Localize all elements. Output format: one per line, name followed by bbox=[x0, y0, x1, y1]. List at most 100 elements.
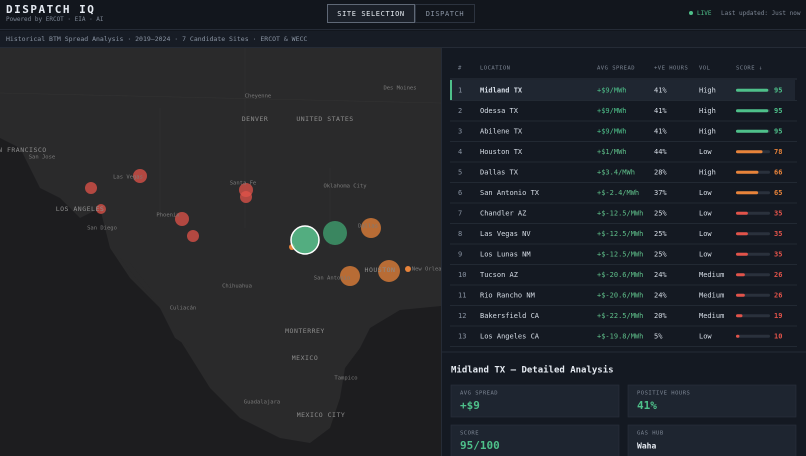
detail-title: Midland TX — Detailed Analysis bbox=[451, 365, 614, 376]
map-label: Dallas bbox=[358, 224, 378, 230]
score-value: 35 bbox=[774, 230, 782, 238]
cell-hours: 41% bbox=[654, 86, 667, 94]
cell-hours: 28% bbox=[654, 168, 667, 176]
cell-hours: 41% bbox=[654, 127, 667, 135]
site-marker[interactable] bbox=[340, 266, 360, 286]
score-bar bbox=[736, 273, 745, 277]
map-label: MEXICO bbox=[292, 354, 318, 362]
score-value: 35 bbox=[774, 209, 782, 217]
site-marker[interactable] bbox=[85, 182, 97, 194]
cell-vol: Low bbox=[699, 148, 712, 156]
score-value: 35 bbox=[774, 250, 782, 258]
cell-spread: +$-12.5/MWh bbox=[597, 230, 643, 238]
map-label: UNITED STATES bbox=[296, 115, 353, 123]
cell-hours: 5% bbox=[654, 332, 663, 340]
map-label: San Diego bbox=[87, 226, 117, 232]
score-bar bbox=[736, 211, 748, 215]
cell-hours: 25% bbox=[654, 250, 667, 258]
cell-rank: 6 bbox=[458, 189, 462, 197]
cell-location: Houston TX bbox=[480, 148, 523, 156]
map-label: LOS ANGELES bbox=[56, 205, 105, 213]
map-label: Guadalajara bbox=[244, 400, 280, 406]
map-label: DENVER bbox=[242, 115, 268, 123]
map-label: San Jose bbox=[29, 155, 56, 161]
cell-spread: +$9/MWh bbox=[597, 107, 627, 115]
cell-hours: 44% bbox=[654, 148, 667, 156]
cell-vol: High bbox=[699, 107, 716, 115]
site-marker[interactable] bbox=[378, 260, 400, 282]
column-header: SCORE ↓ bbox=[736, 66, 763, 72]
selected-indicator bbox=[450, 80, 452, 101]
cell-location: Abilene TX bbox=[480, 127, 523, 135]
score-value: 26 bbox=[774, 271, 782, 279]
site-marker[interactable] bbox=[323, 221, 347, 245]
site-marker-selected[interactable] bbox=[290, 225, 320, 255]
site-markers bbox=[85, 169, 411, 286]
score-bar bbox=[736, 88, 769, 92]
cell-vol: Medium bbox=[699, 291, 724, 299]
card-label: GAS HUB bbox=[637, 431, 664, 437]
cell-location: Dallas TX bbox=[480, 168, 519, 176]
ocean bbox=[0, 138, 441, 456]
cell-rank: 3 bbox=[458, 127, 462, 135]
map-label: Chihuahua bbox=[222, 284, 252, 290]
map-label: New Orleans bbox=[412, 267, 441, 273]
map-label: Cheyenne bbox=[245, 94, 272, 100]
cell-spread: +$-20.6/MWh bbox=[597, 271, 643, 279]
cell-location: Tucson AZ bbox=[480, 271, 518, 279]
site-marker[interactable] bbox=[175, 212, 189, 226]
score-value: 65 bbox=[774, 189, 782, 197]
cell-hours: 24% bbox=[654, 271, 667, 279]
cell-spread: +$-12.5/MWh bbox=[597, 250, 643, 258]
cell-spread: +$-19.8/MWh bbox=[597, 332, 643, 340]
score-bar bbox=[736, 150, 763, 154]
site-marker[interactable] bbox=[133, 169, 147, 183]
score-value: 95 bbox=[774, 127, 782, 135]
cell-vol: Low bbox=[699, 209, 712, 217]
cell-hours: 37% bbox=[654, 189, 667, 197]
cell-location: Odessa TX bbox=[480, 107, 519, 115]
cell-vol: Low bbox=[699, 189, 712, 197]
tab[interactable]: SITE SELECTION bbox=[327, 4, 415, 23]
site-marker[interactable] bbox=[240, 191, 252, 203]
cell-rank: 8 bbox=[458, 230, 462, 238]
site-marker[interactable] bbox=[187, 230, 199, 242]
card-value: Waha bbox=[637, 442, 656, 451]
app-subtitle: Powered by ERCOT · EIA · AI bbox=[6, 16, 104, 23]
cell-hours: 20% bbox=[654, 312, 667, 320]
map-label: MEXICO CITY bbox=[297, 411, 346, 419]
score-bar bbox=[736, 232, 748, 236]
detail-card bbox=[627, 384, 797, 418]
score-value: 95 bbox=[774, 86, 782, 94]
cell-vol: High bbox=[699, 86, 716, 94]
map[interactable]: Cheyenne DENVER UNITED STATES Des Moines SAN… bbox=[0, 48, 441, 456]
score-value: 19 bbox=[774, 312, 782, 320]
cell-spread: +$3.4/MWh bbox=[597, 168, 635, 176]
map-label: Phoenix bbox=[156, 213, 180, 219]
tab[interactable]: DISPATCH bbox=[415, 4, 475, 23]
map-label: Oklahoma City bbox=[323, 184, 367, 190]
cell-vol: Medium bbox=[699, 312, 724, 320]
map-label: San Antonio bbox=[314, 276, 350, 282]
detail-card bbox=[627, 424, 797, 456]
score-value: 26 bbox=[774, 291, 782, 299]
score-track bbox=[736, 314, 770, 318]
app-title: DISPATCH IQ bbox=[6, 3, 96, 16]
site-marker[interactable] bbox=[405, 266, 411, 272]
cell-rank: 7 bbox=[458, 209, 462, 217]
site-marker[interactable] bbox=[96, 204, 106, 214]
card-value: +$9 bbox=[460, 399, 480, 412]
column-header: +VE HOURS bbox=[654, 66, 688, 72]
side-panel: Midland TX — Detailed Analysis # LOCATION… bbox=[441, 48, 806, 456]
card-label: POSITIVE HOURS bbox=[637, 391, 690, 397]
cell-spread: +$1/MWh bbox=[597, 148, 627, 156]
cell-location: Las Vegas NV bbox=[480, 230, 531, 238]
score-bar bbox=[736, 334, 740, 338]
column-header: # bbox=[458, 66, 462, 72]
cell-location: Bakersfield CA bbox=[480, 312, 540, 320]
header: DISPATCH IQ Powered by ERCOT · EIA · AI … bbox=[0, 0, 806, 30]
site-marker[interactable] bbox=[361, 218, 381, 238]
cell-vol: Medium bbox=[699, 271, 724, 279]
cell-hours: 25% bbox=[654, 209, 667, 217]
